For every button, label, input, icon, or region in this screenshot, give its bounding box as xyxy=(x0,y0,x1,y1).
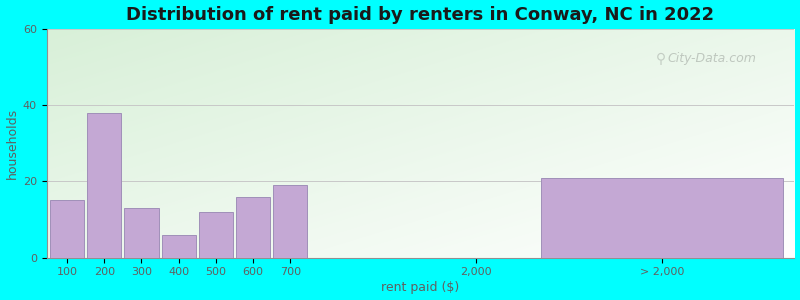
Text: ⚲: ⚲ xyxy=(656,52,666,66)
Bar xyxy=(542,178,783,258)
Bar xyxy=(162,235,196,258)
Bar xyxy=(50,200,84,258)
Bar xyxy=(198,212,233,258)
Bar xyxy=(87,113,122,258)
Y-axis label: households: households xyxy=(6,108,18,179)
Bar xyxy=(273,185,307,258)
Bar xyxy=(236,197,270,258)
Title: Distribution of rent paid by renters in Conway, NC in 2022: Distribution of rent paid by renters in … xyxy=(126,6,714,24)
X-axis label: rent paid ($): rent paid ($) xyxy=(382,281,460,294)
Text: City-Data.com: City-Data.com xyxy=(667,52,756,65)
Bar xyxy=(124,208,158,258)
